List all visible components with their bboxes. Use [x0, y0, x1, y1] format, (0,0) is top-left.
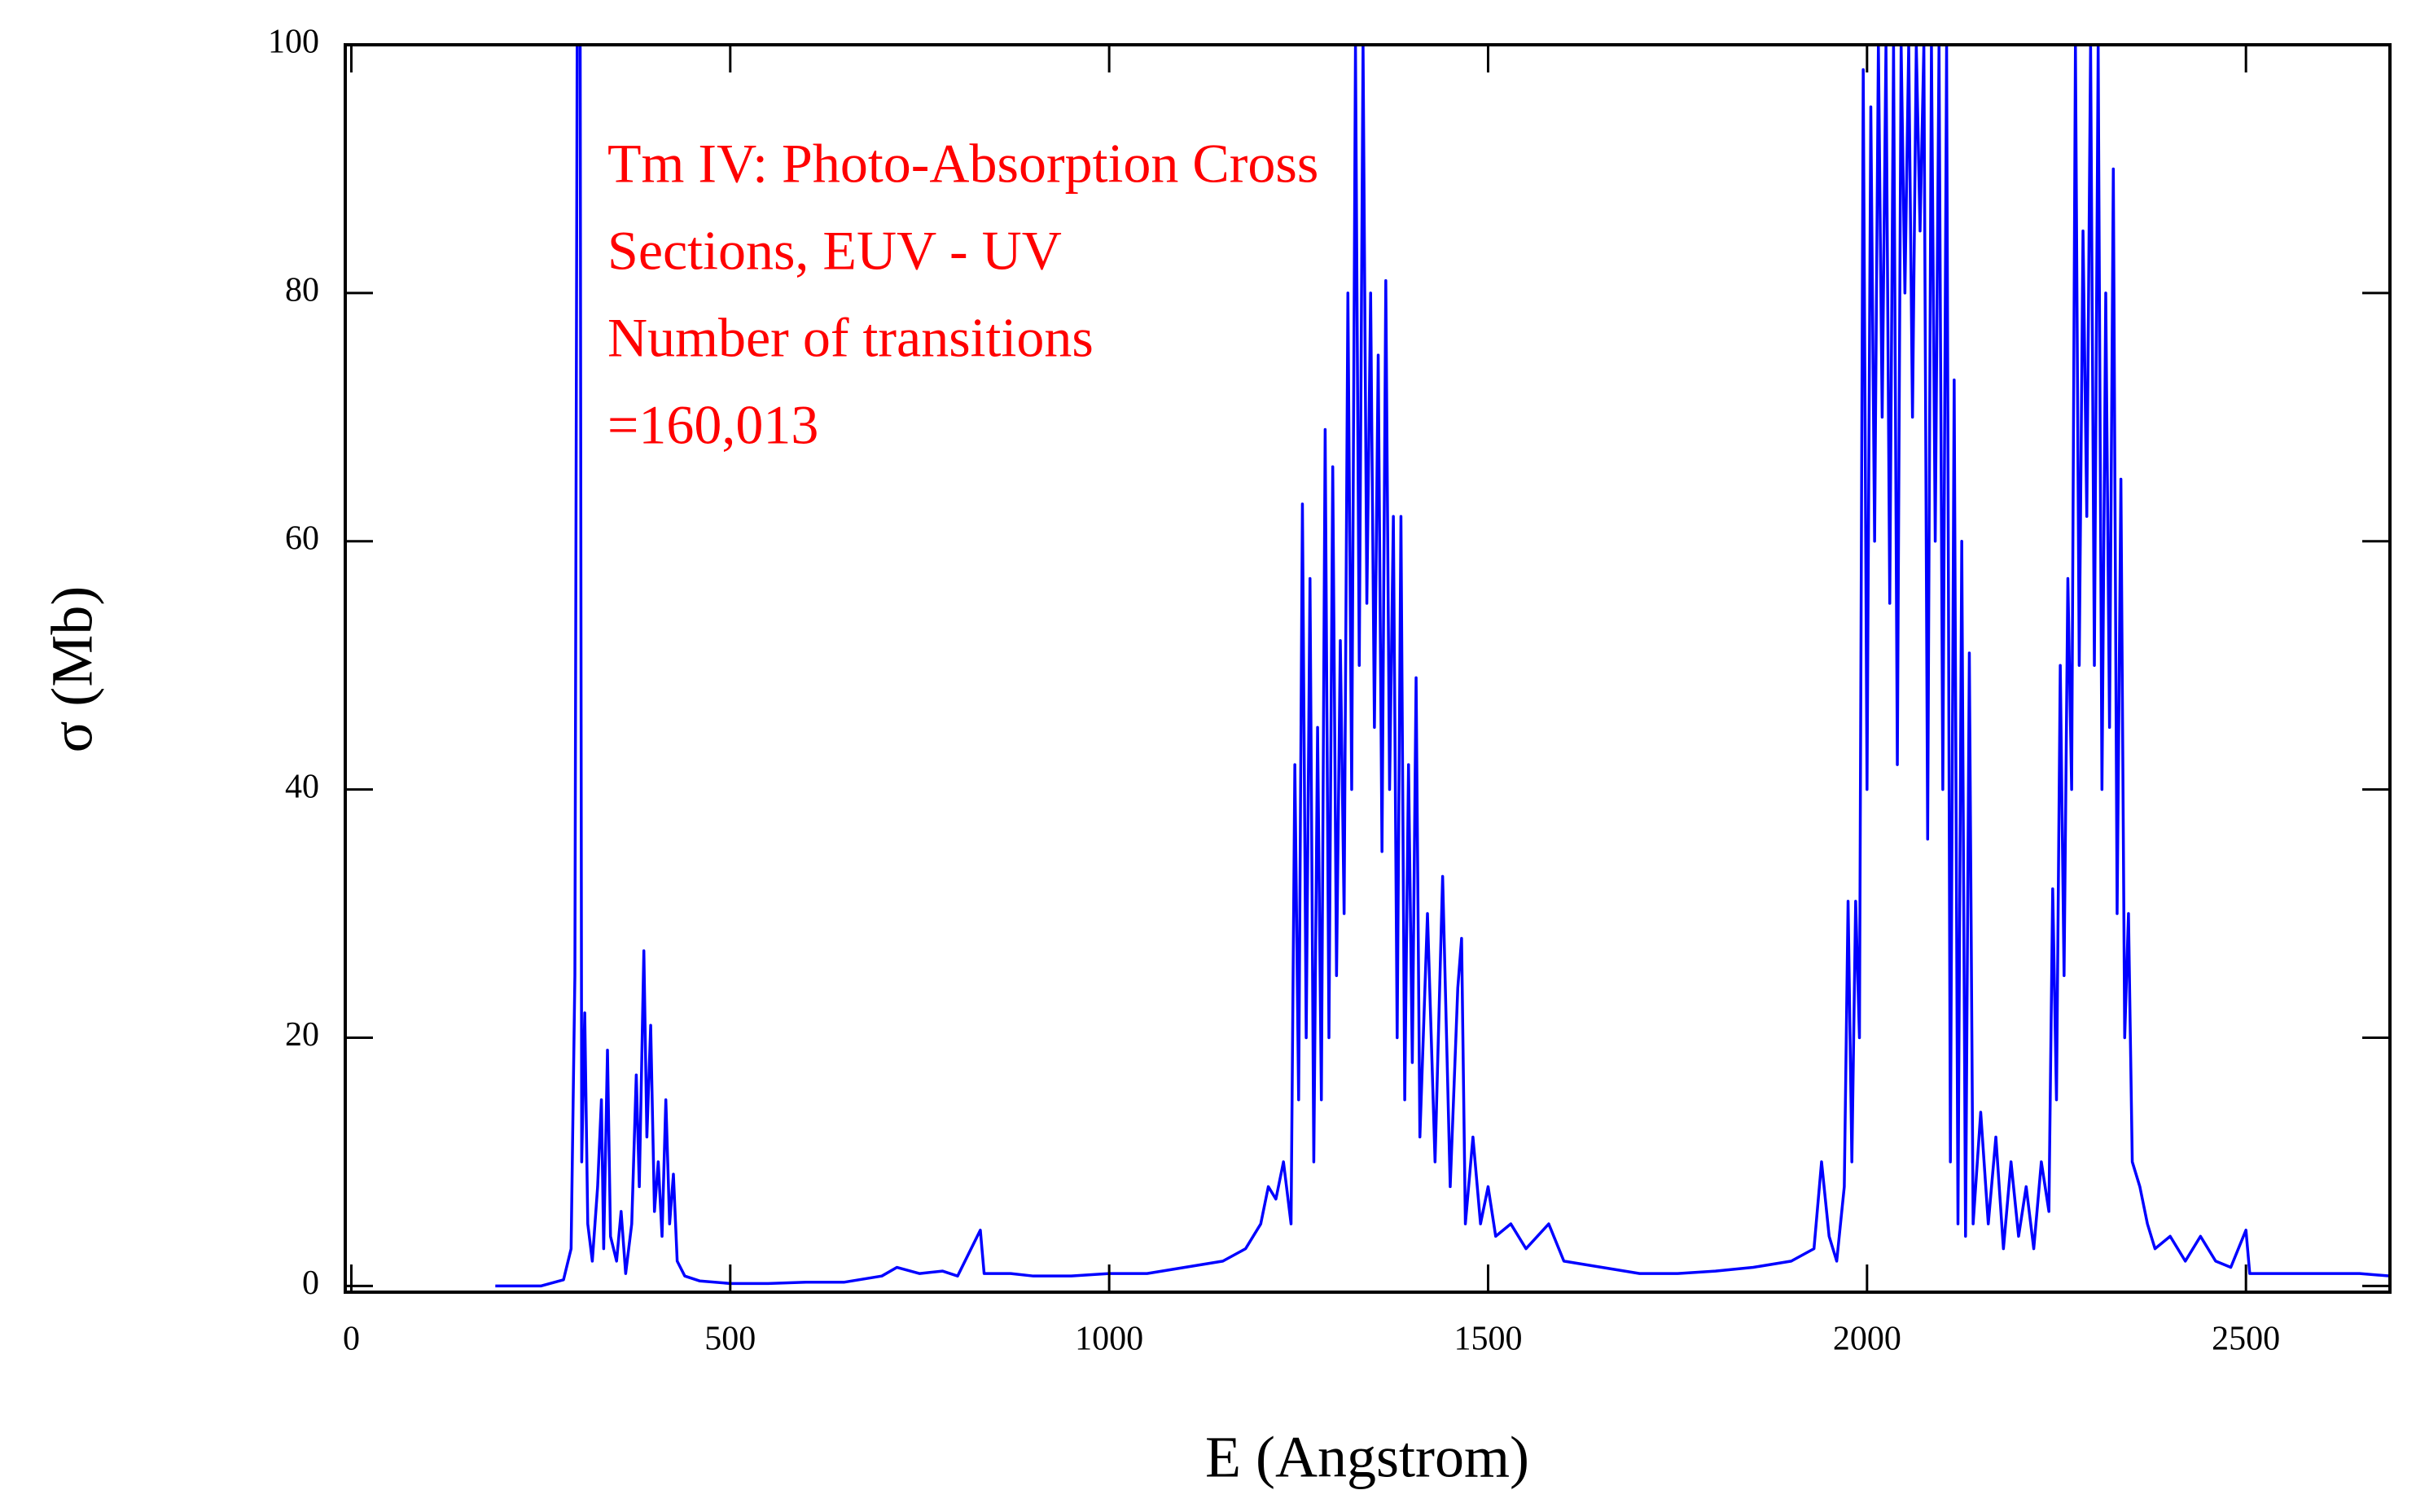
y-tick-label: 80 — [285, 272, 319, 309]
annotation: Number of transitions — [607, 307, 1094, 369]
x-tick-label: 2000 — [1833, 1321, 1901, 1358]
data-line — [495, 45, 2390, 1288]
y-tick-label: 0 — [302, 1264, 319, 1302]
x-tick-label: 0 — [343, 1321, 360, 1358]
annotation: Tm IV: Photo-Absorption Cross — [607, 133, 1318, 195]
annotation: =160,013 — [607, 394, 818, 456]
y-tick-label: 20 — [285, 1016, 319, 1054]
x-tick-label: 1500 — [1454, 1321, 1522, 1358]
x-tick-label: 500 — [704, 1321, 756, 1358]
y-tick-label: 100 — [268, 24, 319, 61]
y-tick-label: 40 — [285, 768, 319, 805]
y-tick-label: 60 — [285, 519, 319, 557]
x-tick-label: 1000 — [1075, 1321, 1143, 1358]
annotation: Sections, EUV - UV — [607, 220, 1062, 282]
x-axis-title: E (Angstrom) — [1205, 1425, 1529, 1490]
plot-frame — [344, 43, 2392, 1294]
y-axis-title: σ (Mb) — [40, 586, 105, 753]
x-tick-label: 2500 — [2212, 1321, 2280, 1358]
